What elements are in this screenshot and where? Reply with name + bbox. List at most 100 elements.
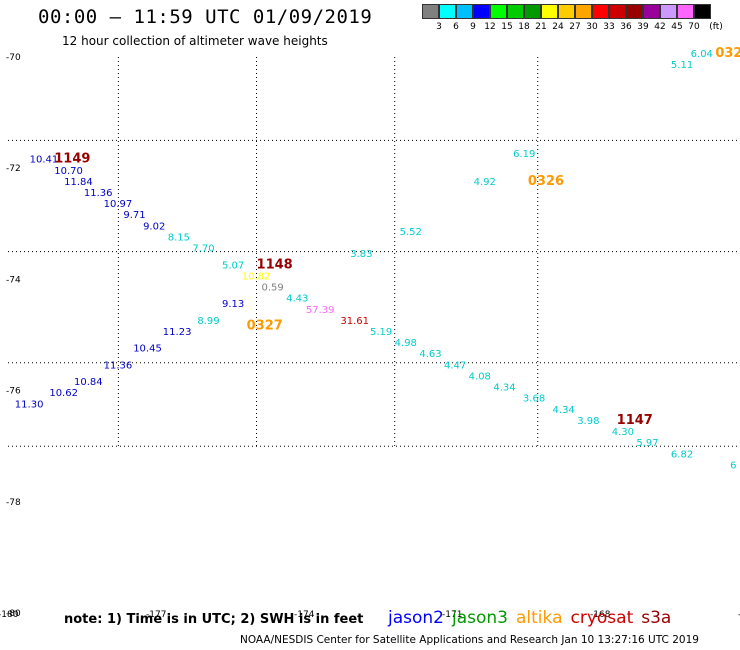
color-scale-label: 45 [671, 22, 683, 32]
wave-height-label: 4.47 [444, 360, 466, 371]
color-swatch [660, 4, 677, 19]
wave-height-label: 10.84 [74, 377, 103, 388]
wave-height-label: 4.92 [474, 177, 496, 188]
wave-height-label: 4.98 [395, 338, 417, 349]
pass-time-label: 1147 [617, 413, 653, 428]
wave-height-label: 9.71 [123, 210, 145, 221]
color-swatch [490, 4, 507, 19]
wave-height-label: 11.30 [15, 399, 44, 410]
satellite-legend-entry: jason2 [388, 608, 444, 628]
wave-height-label: 57.39 [306, 305, 335, 316]
y-tick-label: -76 [6, 387, 21, 397]
color-swatch [541, 4, 558, 19]
color-scale-label: 6 [453, 22, 459, 32]
wave-height-label: 11.36 [84, 188, 113, 199]
wave-height-label: 3.68 [523, 394, 545, 405]
wave-height-label: 6.19 [513, 149, 535, 160]
pass-time-label: 0327 [247, 318, 283, 333]
wave-height-label: 10.45 [133, 344, 162, 355]
color-scale-label: 36 [620, 22, 632, 32]
wave-height-label: 4.34 [553, 405, 575, 416]
wave-height-label: 5.97 [636, 438, 658, 449]
color-scale-label: 21 [535, 22, 547, 32]
color-scale-label: 42 [654, 22, 666, 32]
wave-height-label: 0.59 [261, 283, 283, 294]
y-tick-label: -74 [6, 275, 21, 285]
color-scale-label: 9 [470, 22, 476, 32]
color-scale-label: 15 [501, 22, 513, 32]
wave-height-label: 10.62 [49, 388, 78, 399]
wave-height-label: 5.52 [400, 227, 422, 238]
satellite-legend-entry: cryosat [570, 608, 634, 628]
wave-height-label: 4.30 [612, 427, 634, 438]
wave-height-label: 6 [730, 460, 736, 471]
color-swatch [456, 4, 473, 19]
pass-time-label: 1148 [257, 257, 293, 272]
color-scale-label: 3 [436, 22, 442, 32]
x-tick-label: -168 [590, 610, 611, 620]
color-swatch [524, 4, 541, 19]
y-tick-label: -72 [6, 164, 21, 174]
color-scale-label: 27 [569, 22, 581, 32]
chart-footer: NOAA/NESDIS Center for Satellite Applica… [240, 634, 699, 646]
satellite-legend-entry: jason3 [452, 608, 508, 628]
wave-height-label: 10.82 [242, 271, 271, 282]
wave-height-label: 8.99 [197, 316, 219, 327]
x-tick-label: -171 [442, 610, 462, 620]
wave-height-label: 5.19 [370, 327, 392, 338]
color-swatch [609, 4, 626, 19]
wave-height-label: 11.36 [104, 360, 133, 371]
wave-height-label: 4.34 [493, 383, 515, 394]
color-swatch [626, 4, 643, 19]
color-scale-unit: (ft) [709, 22, 723, 32]
color-swatch [575, 4, 592, 19]
color-scale-label: 18 [518, 22, 530, 32]
y-tick-label: -78 [6, 498, 21, 508]
chart-title: 00:00 – 11:59 UTC 01/09/2019 [38, 6, 373, 28]
wave-height-label: 5.07 [222, 260, 244, 271]
pass-time-label: 1149 [54, 152, 90, 167]
wave-height-label: 10.70 [54, 166, 83, 177]
wave-height-label: 11.84 [64, 177, 93, 188]
x-tick-label: -177 [146, 610, 166, 620]
wave-height-label: 11.23 [163, 327, 192, 338]
x-tick-label: -165 [738, 610, 740, 620]
wave-height-label: 7.70 [192, 244, 214, 255]
wave-height-label: 3.98 [577, 416, 599, 427]
color-swatch [422, 4, 439, 19]
wave-height-label: 10.41 [30, 155, 59, 166]
wave-height-label: 9.02 [143, 221, 165, 232]
chart-note: note: 1) Time is in UTC; 2) SWH is in fe… [64, 612, 364, 627]
color-swatch [507, 4, 524, 19]
wave-height-label: 6.04 [691, 49, 713, 60]
satellite-legend-entry: s3a [641, 608, 672, 628]
wave-height-label: 9.13 [222, 299, 244, 310]
x-tick-label: -180 [0, 610, 19, 620]
wave-height-label: 8.15 [168, 232, 190, 243]
pass-time-label: 0326 [528, 174, 564, 189]
wave-height-label: 10.97 [104, 199, 133, 210]
color-scale-label: 39 [637, 22, 649, 32]
color-scale-label: 24 [552, 22, 564, 32]
color-swatch [558, 4, 575, 19]
wave-height-label: 4.08 [469, 371, 491, 382]
color-scale-label: 70 [688, 22, 700, 32]
wave-height-label: 4.43 [286, 294, 308, 305]
color-swatch [643, 4, 660, 19]
satellite-legend: jason2 jason3 altika cryosat s3a [388, 608, 679, 628]
y-tick-label: -80 [6, 609, 21, 619]
wave-height-label: 4.63 [419, 349, 441, 360]
wave-height-label: 31.61 [340, 316, 369, 327]
wave-height-label: 6.82 [671, 449, 693, 460]
satellite-legend-entry: altika [516, 608, 563, 628]
color-scale-label: 12 [484, 22, 496, 32]
x-tick-label: -174 [294, 610, 315, 620]
color-swatch [677, 4, 694, 19]
pass-time-label: 032 [715, 46, 740, 61]
color-swatch [592, 4, 609, 19]
chart-subtitle: 12 hour collection of altimeter wave hei… [62, 34, 328, 48]
color-scale-label: 30 [586, 22, 598, 32]
color-swatch [473, 4, 490, 19]
